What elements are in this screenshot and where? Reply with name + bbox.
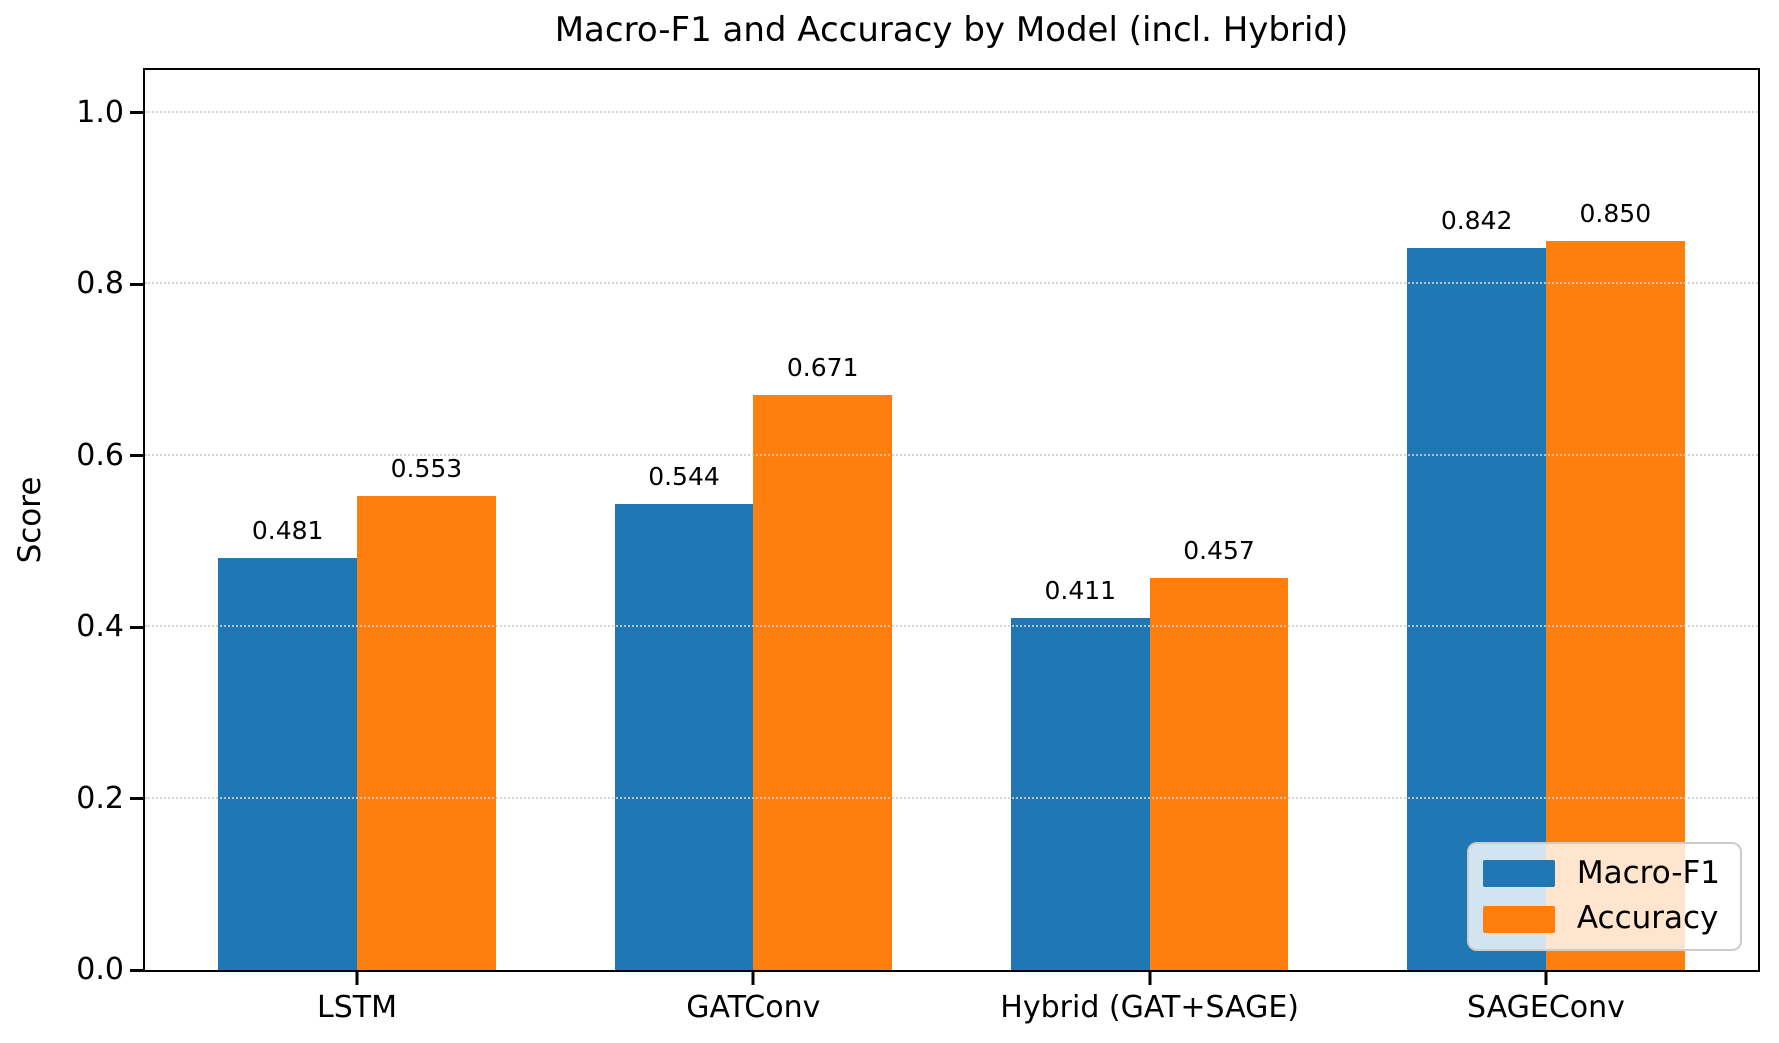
y-tick-mark bbox=[130, 282, 143, 286]
y-tick-label: 0.4 bbox=[76, 609, 124, 645]
bar-value-label: 0.481 bbox=[251, 515, 324, 545]
bar-value-label: 0.850 bbox=[1579, 199, 1652, 229]
gridline bbox=[145, 110, 1758, 113]
bar-macro-f1-0 bbox=[218, 557, 358, 970]
legend-entry-accuracy: Accuracy bbox=[1482, 900, 1720, 937]
bar-value-label: 0.544 bbox=[648, 461, 720, 491]
x-tick-mark bbox=[751, 972, 755, 985]
y-tick-label: 0.6 bbox=[76, 437, 124, 473]
legend: Macro-F1 Accuracy bbox=[1466, 841, 1742, 951]
legend-swatch-icon bbox=[1482, 860, 1555, 888]
x-tick-label: SAGEConv bbox=[1467, 990, 1625, 1025]
y-tick-mark bbox=[130, 625, 143, 629]
legend-swatch-icon bbox=[1482, 905, 1555, 933]
x-tick-mark bbox=[1148, 972, 1152, 985]
bar-accuracy-1 bbox=[753, 394, 893, 970]
bar-accuracy-2 bbox=[1149, 578, 1289, 970]
bar-macro-f1-1 bbox=[614, 503, 754, 970]
y-tick-label: 0.2 bbox=[76, 780, 124, 816]
y-tick-mark bbox=[130, 454, 143, 458]
y-tick-label: 1.0 bbox=[76, 94, 124, 130]
legend-label: Accuracy bbox=[1576, 900, 1719, 937]
x-tick-label: Hybrid (GAT+SAGE) bbox=[1000, 990, 1300, 1025]
y-axis-label: Score bbox=[12, 476, 48, 564]
y-tick-mark bbox=[130, 968, 143, 972]
chart-title: Macro-F1 and Accuracy by Model (incl. Hy… bbox=[554, 10, 1349, 50]
y-tick-mark bbox=[130, 797, 143, 801]
y-tick-mark bbox=[130, 111, 143, 115]
bar-value-label: 0.411 bbox=[1044, 575, 1117, 605]
bar-macro-f1-2 bbox=[1010, 617, 1150, 970]
y-tick-label: 0.0 bbox=[76, 952, 124, 987]
bar-value-label: 0.457 bbox=[1183, 536, 1255, 566]
bar-value-label: 0.671 bbox=[786, 352, 859, 382]
legend-entry-macro-f1: Macro-F1 bbox=[1482, 854, 1720, 892]
x-tick-mark bbox=[355, 972, 359, 985]
x-tick-mark bbox=[1544, 972, 1548, 985]
y-tick-label: 0.8 bbox=[76, 266, 124, 302]
bar-value-label: 0.842 bbox=[1440, 206, 1513, 236]
x-tick-label: GATConv bbox=[686, 990, 821, 1025]
x-tick-label: LSTM bbox=[317, 990, 397, 1025]
plot-area: Macro-F1 Accuracy 0.0 0.2 0.4 0.6 0.8 1.0 0.481… bbox=[76, 68, 1760, 1025]
bar-accuracy-0 bbox=[357, 496, 496, 970]
bar-value-label: 0.553 bbox=[390, 454, 463, 483]
legend-label: Macro-F1 bbox=[1576, 854, 1720, 891]
